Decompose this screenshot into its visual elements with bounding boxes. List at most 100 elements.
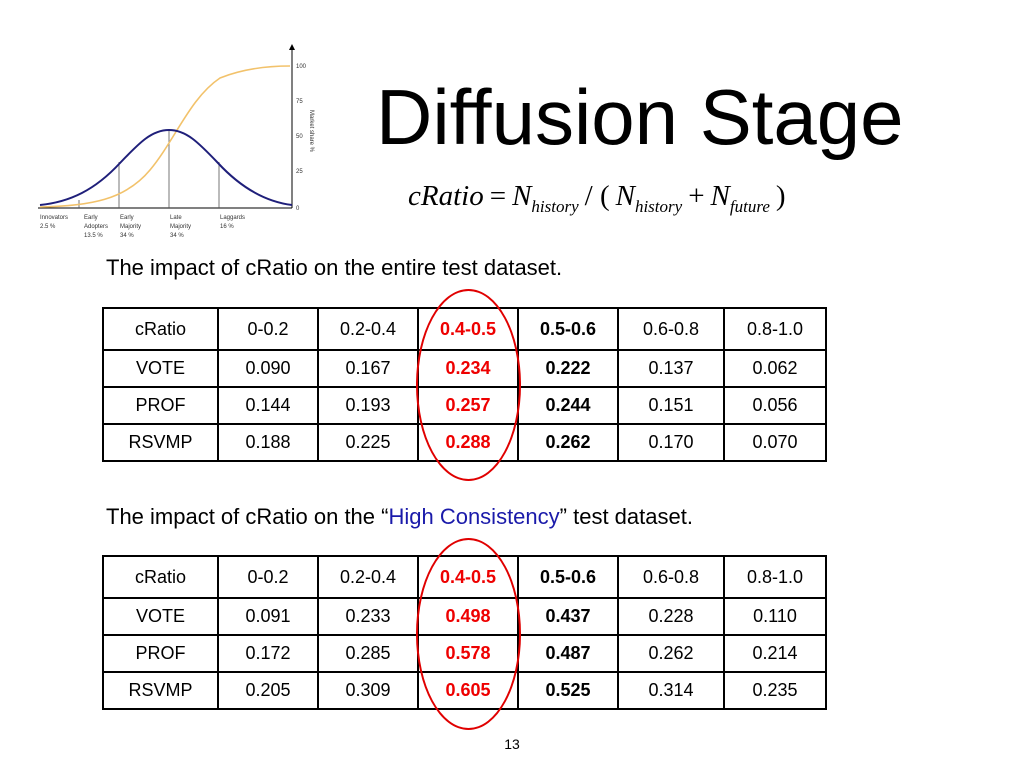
row-label-cell: RSVMP: [102, 423, 219, 462]
table-cell: 0.228: [617, 597, 725, 636]
y-axis-arrow: [289, 44, 295, 50]
slide-title: Diffusion Stage: [376, 73, 904, 161]
segment-share: 16 %: [220, 224, 234, 230]
table-cell: 0.8-1.0: [723, 307, 827, 351]
table-cell: 0.4-0.5: [417, 307, 519, 351]
formula-n: N: [512, 180, 532, 212]
table-cell: 0.2-0.4: [317, 307, 419, 351]
segment-label: Early: [84, 215, 98, 221]
table-cell: 0.070: [723, 423, 827, 462]
table-cell: 0.090: [217, 349, 319, 388]
table-cell: 0.205: [217, 671, 319, 710]
table-cell: 0.110: [723, 597, 827, 636]
table-cell: 0.167: [317, 349, 419, 388]
row-label-cell: PROF: [102, 634, 219, 673]
table-cell: 0.437: [517, 597, 619, 636]
table-cell: 0.144: [217, 386, 319, 425]
formula-slash-open: / (: [584, 180, 610, 212]
table-row: PROF 0.172 0.285 0.578 0.487 0.262 0.214: [102, 634, 827, 673]
caption-entire-dataset: The impact of cRatio on the entire test …: [106, 255, 563, 280]
table-cell: 0.262: [517, 423, 619, 462]
table-cell: 0.222: [517, 349, 619, 388]
table-cell: 0.578: [417, 634, 519, 673]
row-label-cell: PROF: [102, 386, 219, 425]
table-cell: 0.193: [317, 386, 419, 425]
table-cell: 0.314: [617, 671, 725, 710]
segment-label: Majority: [120, 224, 141, 230]
table-cell: 0.257: [417, 386, 519, 425]
segment-share: 2.5 %: [40, 224, 56, 230]
table-cell: 0-0.2: [217, 307, 319, 351]
table-row: RSVMP 0.188 0.225 0.288 0.262 0.170 0.070: [102, 423, 827, 462]
formula-close: ): [775, 180, 786, 212]
page-number: 13: [504, 736, 520, 752]
table-cell: 0.137: [617, 349, 725, 388]
table-cell: 0.2-0.4: [317, 555, 419, 599]
table-header-row: cRatio 0-0.2 0.2-0.4 0.4-0.5 0.5-0.6 0.6-0.8 0…: [102, 555, 827, 599]
table-cell: 0.487: [517, 634, 619, 673]
formula-lhs: cRatio: [408, 180, 484, 212]
table-cell: 0.214: [723, 634, 827, 673]
segment-share: 34 %: [120, 233, 134, 239]
table-cell: 0.188: [217, 423, 319, 462]
cratio-table-high-consistency: cRatio 0-0.2 0.2-0.4 0.4-0.5 0.5-0.6 0.6-0.8 0…: [102, 555, 827, 710]
cumulative-market-share-curve: [39, 65, 291, 208]
segment-share: 13.5 %: [84, 233, 103, 239]
table-cell: 0.8-1.0: [723, 555, 827, 599]
formula-n: N: [710, 180, 730, 212]
table-cell: 0.234: [417, 349, 519, 388]
segment-label: Laggards: [220, 215, 245, 221]
table-cell: 0.6-0.8: [617, 307, 725, 351]
formula-sub-history: history: [531, 197, 579, 216]
table-cell: 0.091: [217, 597, 319, 636]
y-tick: 100: [296, 64, 307, 70]
table-cell: 0.262: [617, 634, 725, 673]
table-row: VOTE 0.091 0.233 0.498 0.437 0.228 0.110: [102, 597, 827, 636]
segment-label: Innovators: [40, 215, 68, 221]
table-cell: 0-0.2: [217, 555, 319, 599]
table-cell: 0.5-0.6: [517, 307, 619, 351]
caption-text: ” test dataset.: [559, 504, 693, 529]
table-cell: 0.172: [217, 634, 319, 673]
table-header-row: cRatio 0-0.2 0.2-0.4 0.4-0.5 0.5-0.6 0.6-0.8 0…: [102, 307, 827, 351]
caption-high-consistency: The impact of cRatio on the “High Consis…: [106, 504, 693, 530]
table-row: VOTE 0.090 0.167 0.234 0.222 0.137 0.062: [102, 349, 827, 388]
cratio-table-entire: cRatio 0-0.2 0.2-0.4 0.4-0.5 0.5-0.6 0.6-0.8 0…: [102, 307, 827, 462]
segment-label: Majority: [170, 224, 191, 230]
table-cell: 0.056: [723, 386, 827, 425]
formula-sub-future: future: [729, 197, 770, 216]
row-label-cell: VOTE: [102, 597, 219, 636]
y-tick: 25: [296, 169, 303, 175]
caption-text: The impact of cRatio on the “: [106, 504, 389, 529]
table-cell: 0.498: [417, 597, 519, 636]
table-cell: 0.233: [317, 597, 419, 636]
table-cell: 0.244: [517, 386, 619, 425]
table-cell: 0.288: [417, 423, 519, 462]
table-row: RSVMP 0.205 0.309 0.605 0.525 0.314 0.235: [102, 671, 827, 710]
table-row: PROF 0.144 0.193 0.257 0.244 0.151 0.056: [102, 386, 827, 425]
y-tick: 75: [296, 99, 303, 105]
formula-sub-history: history: [634, 197, 683, 216]
segment-share: 34 %: [170, 233, 184, 239]
row-label-cell: RSVMP: [102, 671, 219, 710]
y-tick: 0: [296, 206, 300, 212]
row-label-cell: cRatio: [102, 307, 219, 351]
table-cell: 0.309: [317, 671, 419, 710]
row-label-cell: VOTE: [102, 349, 219, 388]
table-cell: 0.170: [617, 423, 725, 462]
formula-plus: +: [688, 180, 705, 212]
table-cell: 0.4-0.5: [417, 555, 519, 599]
table-cell: 0.235: [723, 671, 827, 710]
y-tick: 50: [296, 134, 303, 140]
diffusion-of-innovations-chart: 100 75 50 25 0 Market share % Innovators…: [38, 44, 314, 239]
segment-label: Adopters: [84, 224, 108, 230]
table-cell: 0.062: [723, 349, 827, 388]
y-axis-label: Market share %: [308, 110, 314, 153]
formula-n: N: [615, 180, 635, 212]
formula-equals: =: [489, 180, 507, 212]
table-cell: 0.525: [517, 671, 619, 710]
caption-highlight: High Consistency: [388, 504, 560, 529]
segment-label: Early: [120, 215, 134, 221]
table-cell: 0.605: [417, 671, 519, 710]
